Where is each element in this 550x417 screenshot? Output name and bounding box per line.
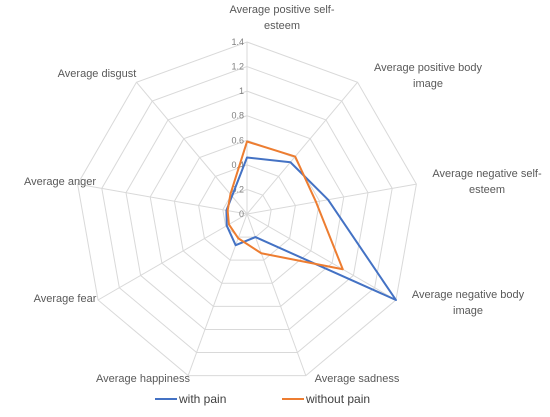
axis-label: Average disgust bbox=[58, 68, 137, 80]
axis-label-line: Average positive body bbox=[374, 62, 483, 74]
grid-ring bbox=[77, 41, 417, 377]
radial-tick-label: 1.4 bbox=[231, 37, 244, 47]
radial-tick-label: 1 bbox=[239, 86, 244, 96]
axis-spoke bbox=[246, 213, 307, 376]
axis-spoke bbox=[246, 183, 417, 215]
radar-grid bbox=[77, 41, 417, 377]
axis-label-line: Average negative body bbox=[412, 289, 525, 301]
axis-label: Average sadness bbox=[315, 373, 400, 385]
axis-label: Average negative body image bbox=[412, 289, 525, 317]
axis-label-line: Average anger bbox=[24, 176, 96, 188]
axis-label-line: Average sadness bbox=[315, 373, 400, 385]
axis-label-line: Average positive self- bbox=[230, 4, 335, 16]
axis-spoke bbox=[97, 213, 248, 301]
axis-label-line: esteem bbox=[264, 20, 300, 32]
axis-label-line: Average happiness bbox=[96, 373, 190, 385]
axis-label-line: esteem bbox=[469, 184, 505, 196]
grid-ring bbox=[198, 164, 296, 261]
axis-spoke bbox=[77, 183, 248, 215]
axis-spoke bbox=[187, 213, 248, 376]
axis-spoke bbox=[136, 81, 248, 215]
legend-label: with pain bbox=[178, 392, 226, 406]
axis-label-line: Average fear bbox=[34, 293, 97, 305]
grid-ring bbox=[222, 188, 272, 238]
axis-label-line: image bbox=[453, 305, 483, 317]
axis-label: Average fear bbox=[34, 293, 97, 305]
radial-tick-label: 1.2 bbox=[231, 62, 244, 72]
series-line bbox=[226, 140, 344, 271]
grid-ring bbox=[149, 115, 345, 307]
axis-label-line: Average disgust bbox=[58, 68, 137, 80]
data-series bbox=[225, 140, 397, 301]
axis-label-line: Average negative self- bbox=[432, 168, 542, 180]
radial-tick-label: 0.8 bbox=[231, 111, 244, 121]
radial-tick-label: 0.6 bbox=[231, 135, 244, 145]
radial-tick-label: 0 bbox=[239, 209, 244, 219]
grid-ring bbox=[125, 90, 369, 330]
axis-label: Average anger bbox=[24, 176, 96, 188]
axis-label: Average negative self-esteem bbox=[432, 168, 542, 196]
grid-ring bbox=[101, 66, 393, 354]
radial-tick-label: 0.4 bbox=[231, 160, 244, 170]
axis-spoke bbox=[246, 213, 397, 301]
axis-label: Average positive self-esteem bbox=[230, 4, 335, 32]
radial-tick-label: 0.2 bbox=[231, 184, 244, 194]
legend: with pain without pain bbox=[155, 392, 370, 406]
legend-label: without pain bbox=[305, 392, 370, 406]
axis-label: Average positive body image bbox=[374, 62, 483, 90]
axis-spoke bbox=[246, 81, 358, 215]
axis-label: Average happiness bbox=[96, 373, 190, 385]
axis-label-line: image bbox=[413, 78, 443, 90]
radial-tick-labels: 0 0.2 0.4 0.6 0.8 1 1.2 1.4 bbox=[231, 37, 244, 219]
